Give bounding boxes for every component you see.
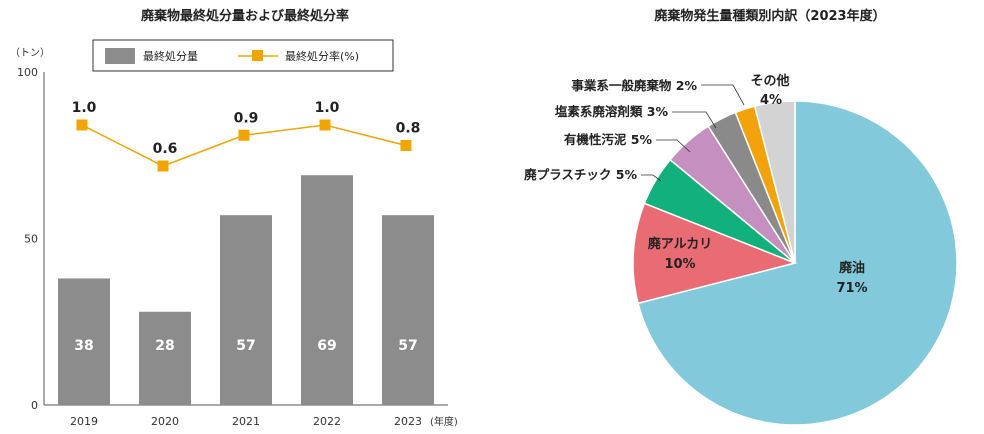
slice-name-label: 廃アルカリ (647, 236, 712, 252)
callout-label: 塩素系廃溶剤類 3% (555, 104, 669, 119)
pie-slices (632, 100, 958, 426)
bar (58, 278, 110, 405)
callout-label: 有機性汚泥 5% (564, 132, 653, 147)
rate-point (400, 140, 412, 151)
rate-value-label: 1.0 (72, 100, 97, 116)
bar-value-label: 69 (317, 338, 336, 354)
slice-percent-label: 10% (664, 257, 695, 272)
legend: 最終処分量 最終処分率(%) (92, 39, 394, 72)
rate-point (238, 129, 250, 141)
rate-value-label: 1.0 (315, 100, 340, 116)
pie-chart: 廃棄物発生量種類別内訳（2023年度） 廃油 71% 廃アルカリ 10% その他 4% 事業… (524, 8, 958, 426)
slice-name-label: その他 (750, 73, 789, 89)
slice-percent-label: 71% (836, 281, 867, 296)
bar (382, 215, 434, 405)
y-tick-label: 100 (17, 66, 38, 79)
bars: 38 28 57 69 57 (58, 175, 434, 405)
bar-value-label: 28 (155, 338, 174, 354)
rate-value-label: 0.6 (153, 141, 178, 157)
bar-value-label: 57 (398, 338, 417, 354)
pie-slice (632, 202, 798, 305)
leader-line (672, 111, 717, 129)
y-axis-unit: （トン） (10, 47, 50, 59)
leader-line (656, 139, 691, 153)
rate-value-label: 0.8 (396, 121, 421, 137)
legend-line-marker (252, 50, 263, 61)
bar-value-label: 57 (236, 338, 255, 354)
callout-label: 廃プラスチック 5% (524, 167, 637, 182)
callout-label: 事業系一般廃棄物 2% (571, 78, 697, 93)
pie-labels: 廃油 71% 廃アルカリ 10% その他 4% 事業系一般廃棄物 2% 塩素系廃溶剤類 3% 有… (524, 73, 867, 296)
leader-line (641, 174, 662, 182)
x-tick-label: 2020 (151, 415, 179, 428)
bar (220, 215, 272, 405)
bar-line-chart: 廃棄物最終処分量および最終処分率 （トン） 0 50 100 最終処分量 最終処分率… (10, 8, 458, 428)
rate-point (157, 160, 169, 172)
legend-bar-swatch (105, 48, 135, 64)
y-tick-label: 0 (31, 399, 38, 412)
pie-slice (637, 100, 958, 426)
pie-slice (753, 100, 796, 264)
rate-point (76, 119, 88, 131)
bar-value-label: 38 (74, 338, 93, 354)
slice-percent-label: 4% (760, 93, 782, 108)
legend-bar-label: 最終処分量 (143, 49, 198, 63)
y-tick-label: 50 (24, 233, 38, 246)
legend-line-label: 最終処分率(%) (285, 49, 359, 63)
slice-name-label: 廃油 (838, 260, 865, 276)
rate-point (319, 119, 331, 131)
left-chart-title: 廃棄物最終処分量および最終処分率 (140, 8, 349, 24)
x-tick-label: 2021 (232, 415, 260, 428)
right-chart-title: 廃棄物発生量種類別内訳（2023年度） (653, 8, 885, 24)
leader-line (701, 84, 745, 106)
rate-value-label: 0.9 (234, 110, 259, 126)
x-tick-label: 2023 (394, 415, 422, 428)
x-axis-unit: (年度) (430, 415, 458, 428)
y-ticks: 0 50 100 (17, 66, 38, 412)
rate-line: 1.0 0.6 0.9 1.0 0.8 (72, 100, 421, 172)
x-ticks: 2019 2020 2021 2022 2023 (70, 415, 422, 428)
x-tick-label: 2022 (313, 415, 341, 428)
bar (301, 175, 353, 405)
x-tick-label: 2019 (70, 415, 98, 428)
bar (139, 311, 191, 405)
